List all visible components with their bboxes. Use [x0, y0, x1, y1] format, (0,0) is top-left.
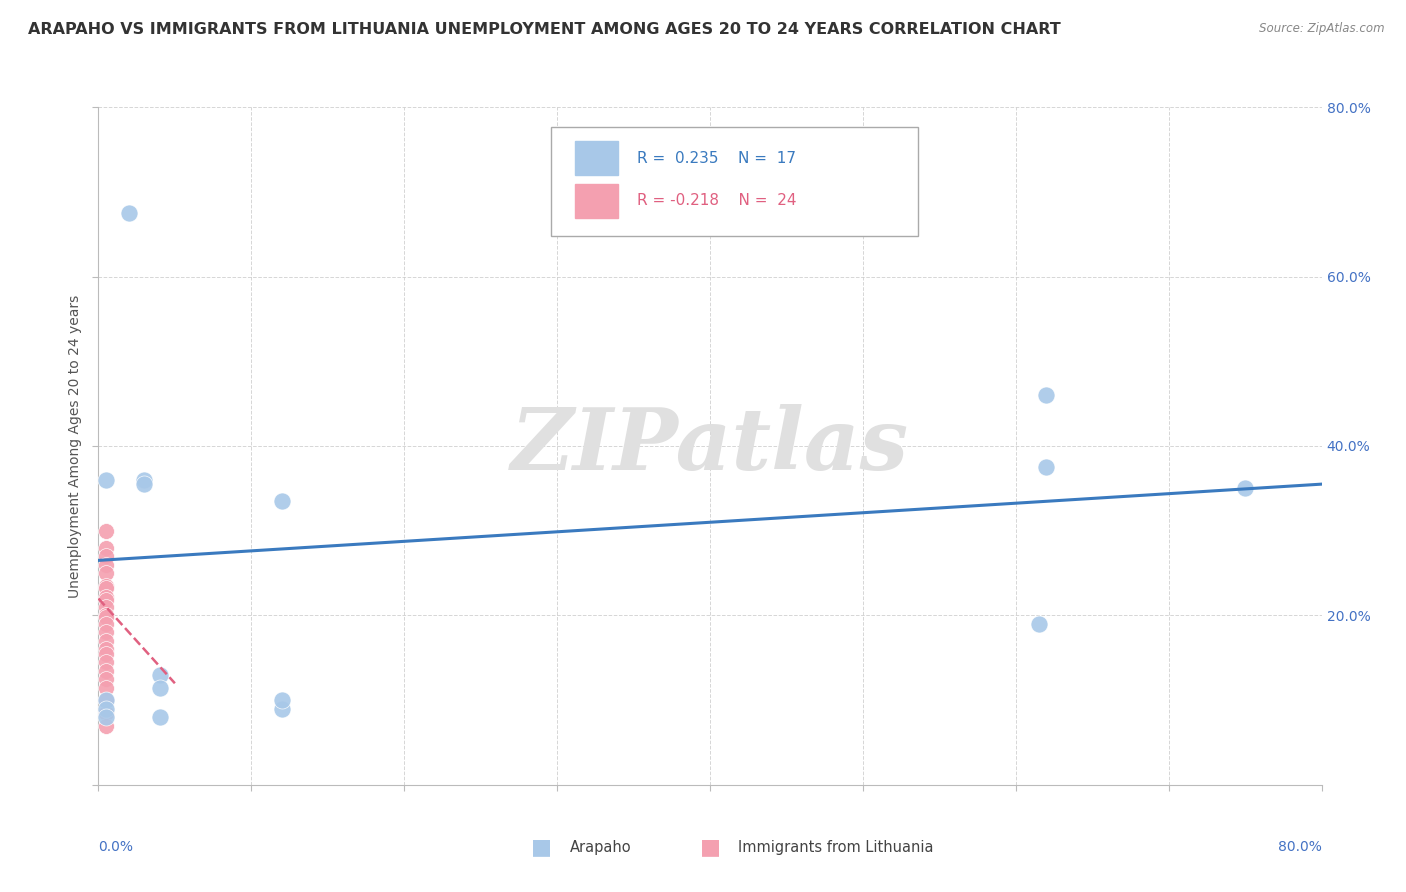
Point	[94, 633, 117, 648]
Point	[94, 558, 117, 572]
Text: 0.0%: 0.0%	[98, 840, 134, 855]
Point	[134, 473, 156, 487]
Point	[94, 655, 117, 669]
Text: ■: ■	[531, 838, 551, 857]
Text: ZIPatlas: ZIPatlas	[510, 404, 910, 488]
Point	[94, 617, 117, 632]
Text: ARAPAHO VS IMMIGRANTS FROM LITHUANIA UNEMPLOYMENT AMONG AGES 20 TO 24 YEARS CORR: ARAPAHO VS IMMIGRANTS FROM LITHUANIA UNE…	[28, 22, 1062, 37]
Point	[270, 701, 292, 715]
Point	[94, 473, 117, 487]
Point	[149, 710, 172, 724]
Text: Source: ZipAtlas.com: Source: ZipAtlas.com	[1260, 22, 1385, 36]
Point	[94, 706, 117, 720]
Point	[94, 549, 117, 564]
Point	[270, 494, 292, 508]
Text: 80.0%: 80.0%	[1278, 840, 1322, 855]
Text: R =  0.235    N =  17: R = 0.235 N = 17	[637, 151, 796, 166]
Point	[94, 642, 117, 657]
Point	[94, 625, 117, 640]
Point	[149, 681, 172, 695]
Point	[94, 524, 117, 538]
Point	[94, 719, 117, 733]
Point	[94, 701, 117, 715]
Point	[94, 710, 117, 724]
Point	[94, 610, 117, 624]
Point	[1234, 482, 1257, 496]
Point	[94, 593, 117, 607]
Point	[94, 582, 117, 596]
Point	[1028, 617, 1050, 632]
Point	[94, 664, 117, 678]
Text: Arapaho: Arapaho	[569, 840, 631, 855]
FancyBboxPatch shape	[551, 128, 918, 235]
Point	[94, 566, 117, 580]
Point	[149, 667, 172, 681]
Y-axis label: Unemployment Among Ages 20 to 24 years: Unemployment Among Ages 20 to 24 years	[67, 294, 82, 598]
Point	[94, 647, 117, 661]
Text: Immigrants from Lithuania: Immigrants from Lithuania	[738, 840, 934, 855]
Point	[1035, 388, 1057, 402]
Point	[134, 477, 156, 491]
Point	[94, 693, 117, 707]
Point	[94, 608, 117, 623]
Point	[1035, 460, 1057, 475]
Point	[94, 599, 117, 614]
Point	[94, 541, 117, 555]
Point	[94, 672, 117, 686]
Point	[94, 693, 117, 707]
Text: ■: ■	[700, 838, 720, 857]
Bar	[575, 184, 619, 218]
Point	[118, 206, 141, 220]
Point	[94, 590, 117, 604]
Point	[94, 681, 117, 695]
Point	[94, 579, 117, 593]
Bar	[575, 141, 619, 175]
Point	[270, 693, 292, 707]
Text: R = -0.218    N =  24: R = -0.218 N = 24	[637, 194, 796, 208]
